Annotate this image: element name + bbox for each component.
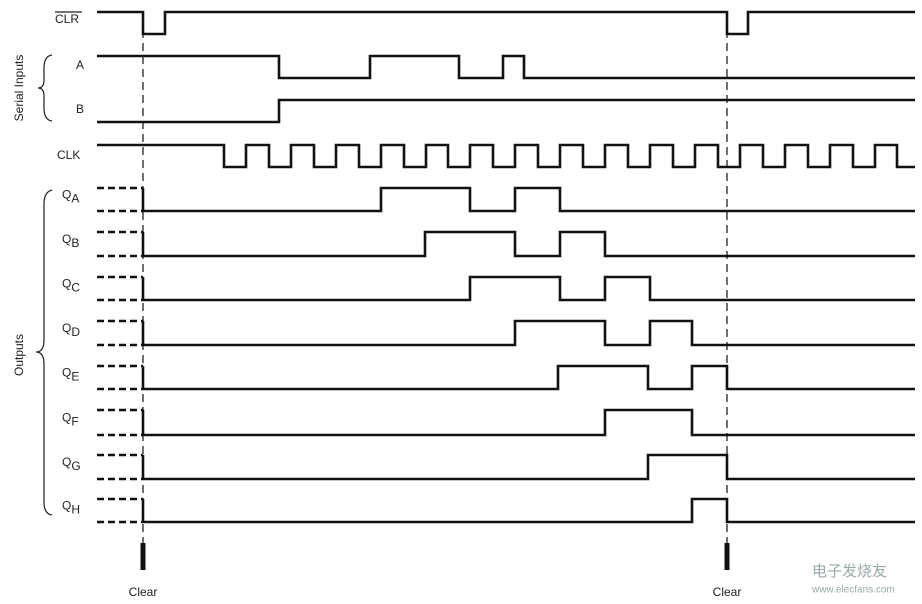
output-subscript: G <box>71 459 80 473</box>
waveform <box>97 98 915 124</box>
output-letter: Q <box>62 366 71 380</box>
output-subscript: C <box>71 281 80 295</box>
waveform <box>143 453 915 481</box>
output-letter: Q <box>62 232 71 246</box>
waveform <box>143 497 915 524</box>
output-label: QB <box>62 232 79 250</box>
output-label: QF <box>62 411 79 429</box>
waveform <box>97 143 915 169</box>
clear-label: Clear <box>713 585 742 599</box>
signal-label: B <box>76 102 84 116</box>
unknown-state <box>97 453 143 481</box>
output-label: QE <box>62 366 79 384</box>
unknown-state <box>97 364 143 391</box>
waveform <box>143 186 915 213</box>
unknown-state <box>97 319 143 347</box>
waveforms <box>97 10 915 524</box>
signal-label: CLR <box>55 12 79 26</box>
waveform <box>143 275 915 302</box>
output-label: QH <box>62 499 80 517</box>
signal-label: A <box>76 58 84 72</box>
output-letter: Q <box>62 455 71 469</box>
output-label: QA <box>62 188 79 206</box>
output-letter: Q <box>62 499 71 513</box>
output-subscript: H <box>71 503 80 517</box>
group-label: Serial Inputs <box>12 55 26 122</box>
unknown-state <box>97 186 143 213</box>
brace <box>35 189 53 516</box>
output-letter: Q <box>62 277 71 291</box>
output-letter: Q <box>62 188 71 202</box>
input-labels: CLR A B CLK Serial Inputs Outputs <box>12 11 84 516</box>
brace <box>37 54 53 122</box>
output-label: QG <box>62 455 81 473</box>
waveform <box>143 364 915 391</box>
waveform <box>143 408 915 437</box>
unknown-state <box>97 497 143 524</box>
clear-label: Clear <box>129 585 158 599</box>
output-subscript: B <box>71 236 79 250</box>
waveform <box>97 54 915 80</box>
output-subscript: F <box>71 415 78 429</box>
output-letter: Q <box>62 321 71 335</box>
unknown-state <box>97 275 143 302</box>
output-letter: Q <box>62 411 71 425</box>
watermark: 电子发烧友 <box>812 563 887 580</box>
waveform <box>97 10 915 36</box>
unknown-state <box>97 408 143 437</box>
waveform <box>143 230 915 258</box>
output-subscript: D <box>71 325 80 339</box>
watermark: www.elecfans.com <box>811 585 895 596</box>
group-label: Outputs <box>12 334 26 376</box>
output-subscript: E <box>71 370 79 384</box>
output-subscript: A <box>71 192 79 206</box>
output-label: QC <box>62 277 80 295</box>
unknown-state <box>97 230 143 258</box>
output-label: QD <box>62 321 80 339</box>
waveform <box>143 319 915 347</box>
signal-label: CLK <box>57 148 80 162</box>
